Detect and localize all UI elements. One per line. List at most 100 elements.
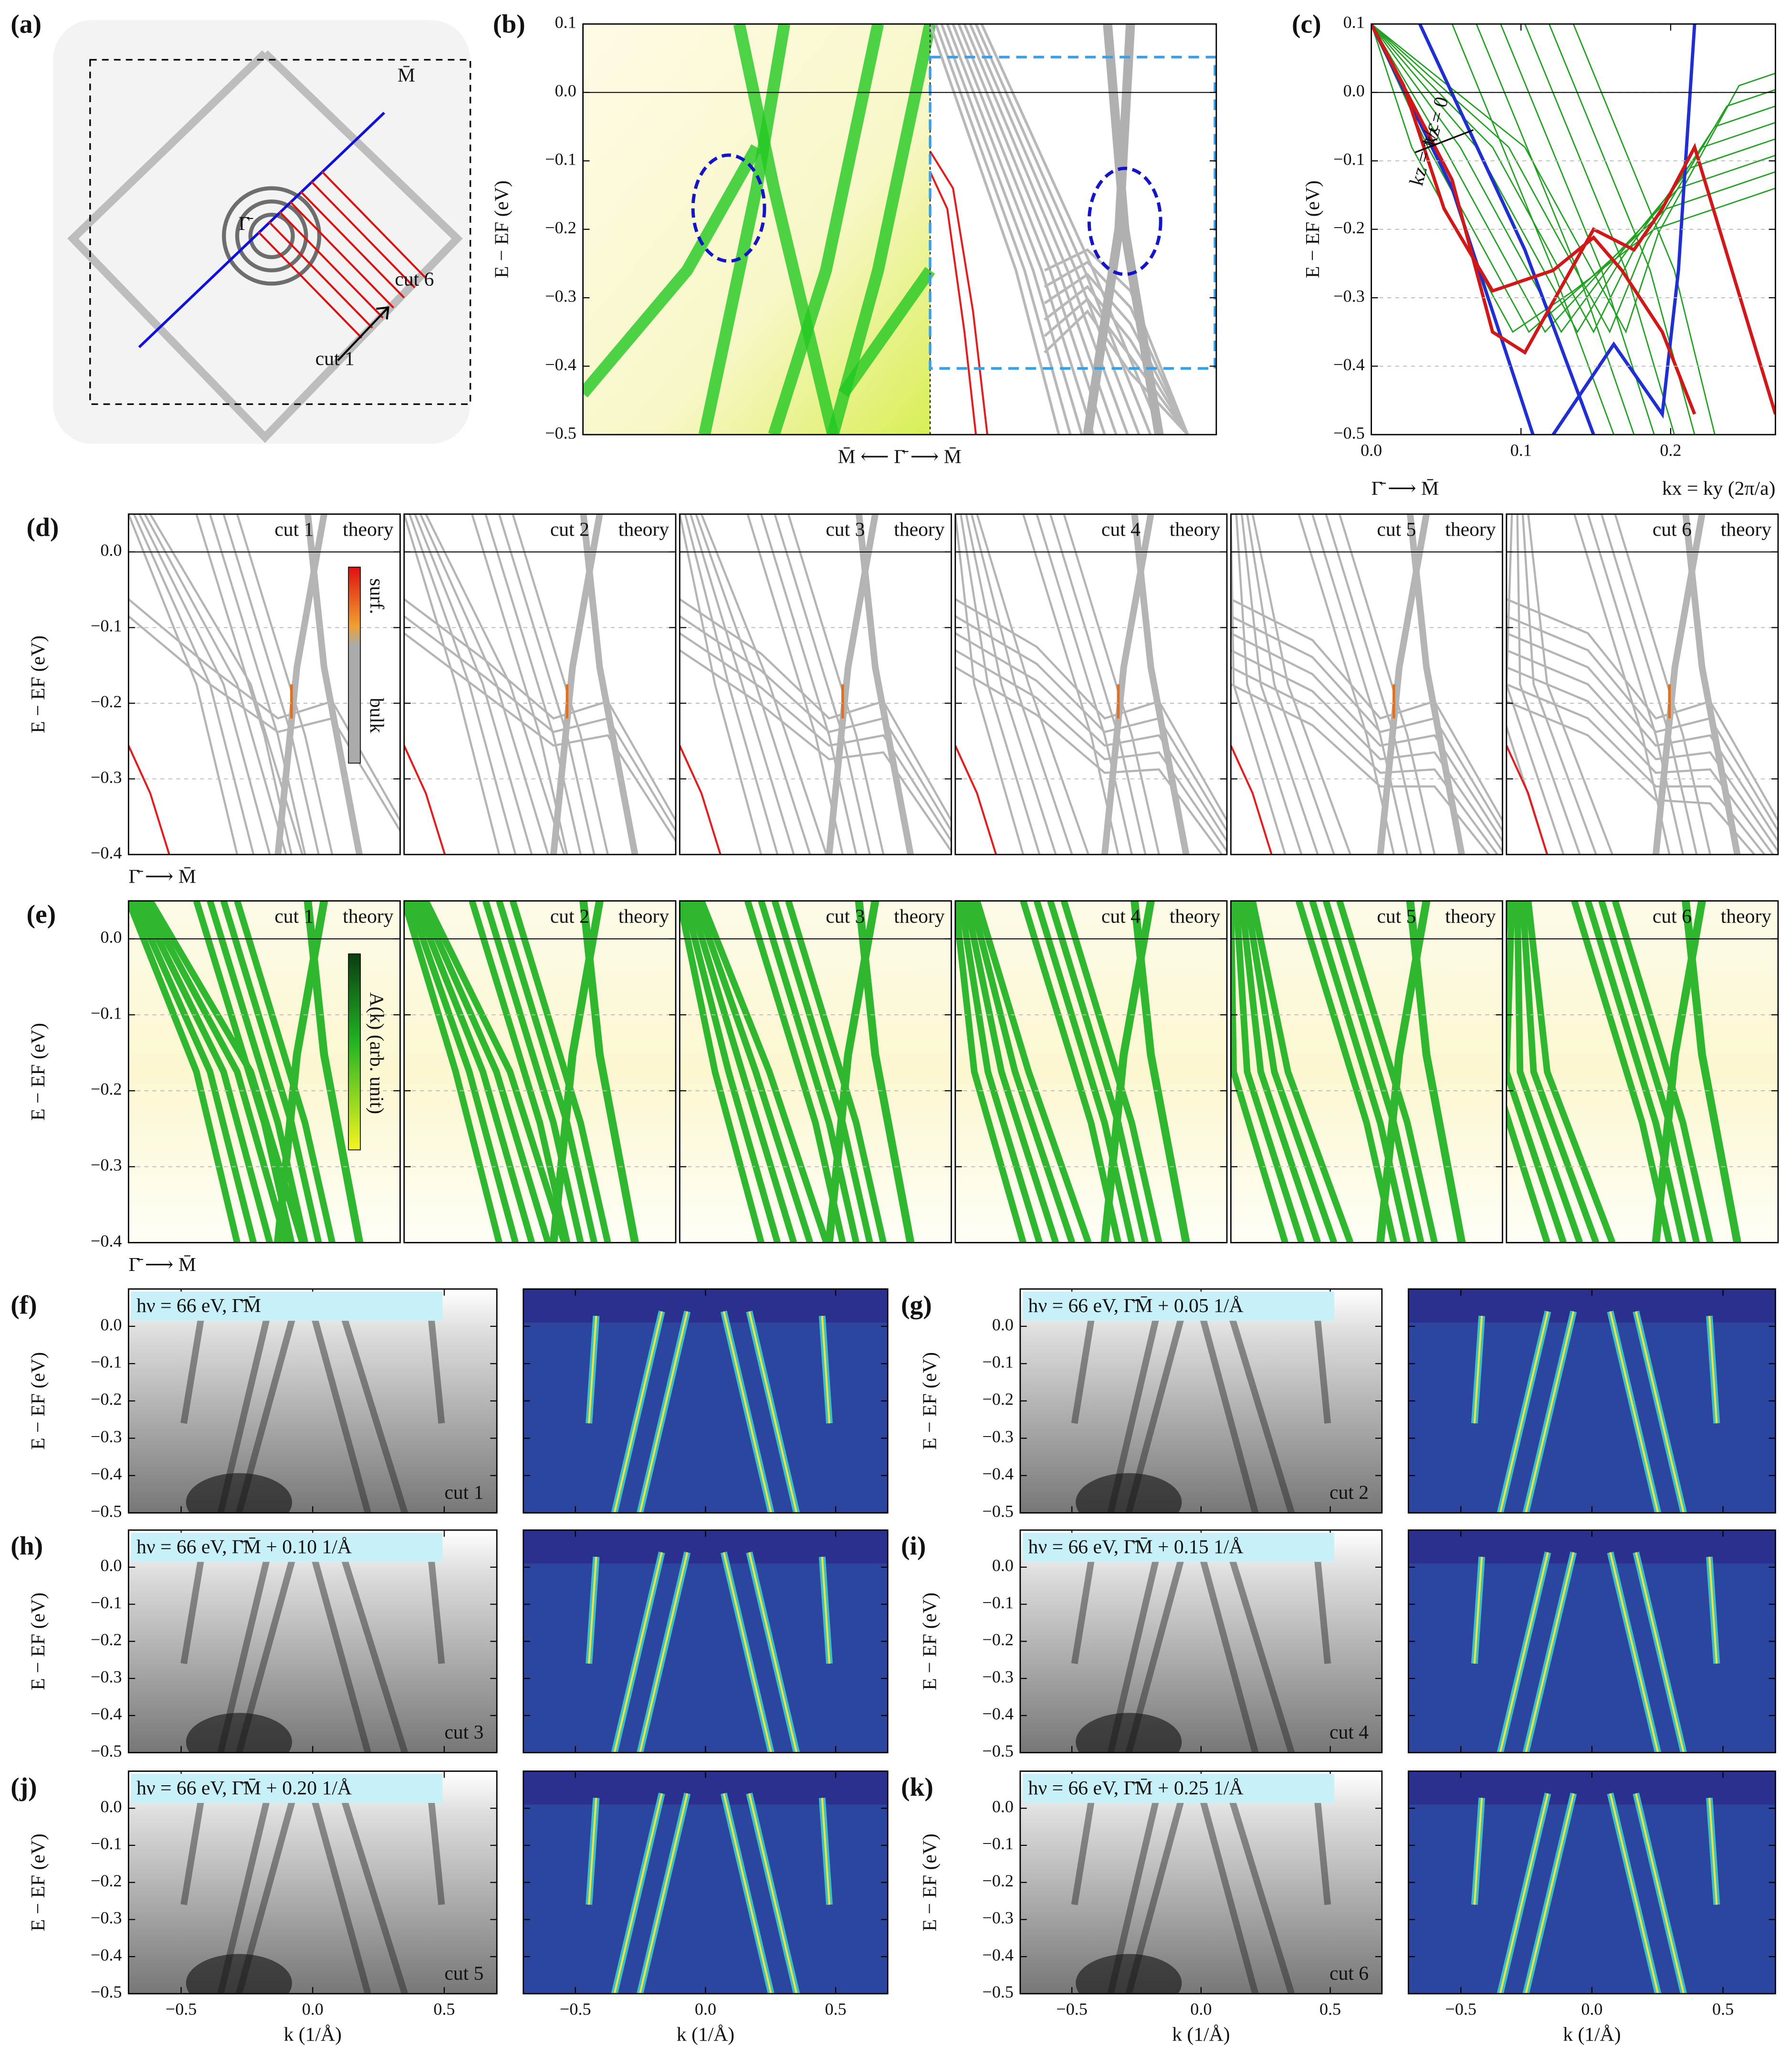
decoration [955,745,997,855]
bands [955,514,1227,855]
bands [1371,24,1776,435]
decoration [1506,745,1549,855]
intensity-map [1020,1771,1382,1994]
decoration [1231,649,1503,852]
decoration [733,24,839,435]
intensity-map [1020,1289,1382,1513]
plot-frame [127,900,401,1244]
decoration [235,199,308,272]
decoration [406,901,519,1243]
x-axis-label: Γ̄ ⟶ M̄ [128,866,196,888]
panel-label: (c) [1292,10,1321,39]
y-tick-label: −0.4 [91,1464,122,1483]
decoration [1682,901,1741,1243]
y-tick-label: −0.2 [545,218,576,237]
decoration [289,201,395,309]
theory-label: theory [343,906,394,927]
decoration [339,1792,408,1994]
bands [680,901,952,1243]
decoration [207,901,309,1243]
decoration [404,615,676,832]
cut-label: cut 1 [444,1482,483,1504]
y-tick-label: −0.3 [983,1667,1014,1686]
decoration [855,901,915,1243]
y-tick-label: 0.0 [100,1797,122,1816]
x-tick-label: −0.5 [166,1999,197,2019]
panel-label: (b) [493,10,525,39]
decoration [1231,666,1499,855]
y-tick-label: 0.1 [1343,13,1365,32]
plot-frame [679,513,952,855]
bands [1231,514,1503,855]
x-tick-label: −0.5 [560,1999,591,2019]
decoration [1244,901,1338,1243]
plot-frame [1407,1529,1776,1753]
decoration [963,901,1059,1243]
panel-label: (k) [901,1773,933,1802]
decoration [268,221,373,329]
decoration [1519,901,1600,1243]
decoration [1499,1311,1549,1513]
decoration [929,24,1060,435]
y-tick-label: −0.3 [1333,286,1364,305]
y-tick-label: 0.0 [100,541,122,560]
y-tick-label: −0.4 [91,1231,122,1250]
curvature-image [1408,1289,1776,1513]
decoration [821,1315,831,1424]
decoration [639,1552,689,1753]
decoration [1226,1310,1295,1513]
decoration [1371,24,1696,415]
y-tick-label: −0.1 [983,1352,1014,1371]
decoration [1231,514,1287,855]
header-bg [1023,1532,1334,1562]
decoration [583,144,762,397]
decoration [414,514,533,855]
cut-label: cut 5 [1377,906,1416,927]
decoration [1233,901,1305,1243]
theory-label: theory [618,519,670,541]
y-tick-label: −0.5 [91,1982,122,2001]
y-axis-label: E − EF (eV) [919,1352,941,1450]
decoration [1572,24,1716,435]
cut-label: cut 2 [1329,1482,1369,1504]
y-tick-label: −0.4 [983,1945,1014,1964]
decoration [1506,666,1775,855]
decoration [680,632,952,842]
decoration [680,615,952,832]
cut-label: cut 4 [1329,1721,1369,1743]
decoration [588,1556,597,1664]
y-tick-label: −0.5 [91,1501,122,1520]
panel-label: (i) [901,1532,926,1561]
decoration [1371,24,1776,334]
decoration [512,514,609,855]
decoration [1499,1552,1549,1753]
decoration [419,514,549,855]
decoration [1371,24,1776,333]
panel-label: (d) [27,513,59,542]
bands [404,901,676,1243]
decoration [579,901,639,1243]
x-tick-label: 0.2 [1660,440,1681,459]
decoration [1516,514,1581,855]
decoration [826,514,879,855]
theory-label: theory [1445,906,1496,927]
cut-label: cut 1 [274,519,314,541]
decoration [758,901,860,1243]
y-tick-label: −0.2 [983,1871,1014,1890]
intensity-map [128,1530,497,1753]
decoration [976,514,1089,855]
decoration [787,514,885,855]
curvature-image [1408,1530,1776,1753]
y-tick-label: −0.4 [91,1945,122,1964]
panel-label: (f) [10,1291,37,1320]
panel-header: hν = 66 eV, Γ̄M̄ + 0.15 1/Å [1028,1536,1244,1558]
arpes-image [1020,1771,1382,1994]
x-axis-label: Γ̄ ⟶ M̄ [1371,478,1439,500]
plot-frame [1407,1288,1776,1514]
y-tick-label: −0.4 [1333,355,1364,374]
decoration [1377,514,1430,855]
plot-frame [127,513,401,855]
decoration [1198,1551,1259,1753]
y-tick-label: −0.1 [983,1593,1014,1612]
